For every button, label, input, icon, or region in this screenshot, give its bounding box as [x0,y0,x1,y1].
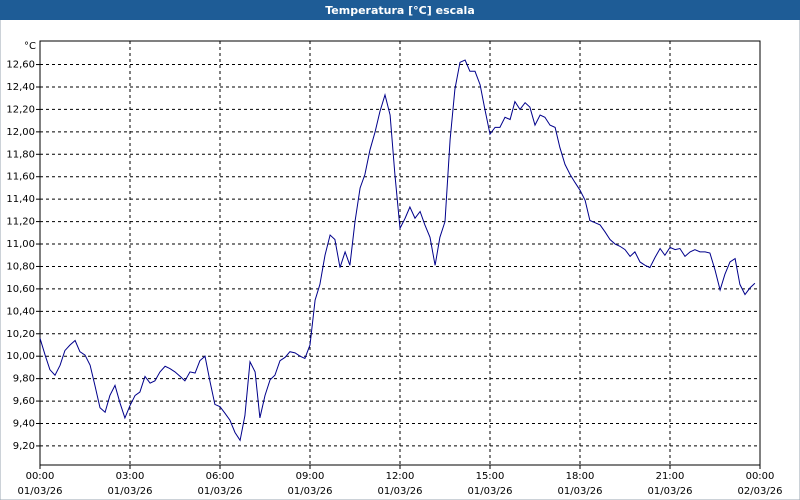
x-tick-label: 06:00 01/03/26 [198,471,243,497]
y-tick-label: 9,20 [13,441,35,452]
y-tick-label: 11,00 [6,239,35,250]
y-tick-label: 12,00 [6,127,35,138]
x-tick-label: 12:00 01/03/26 [378,471,423,497]
x-tick-label: 00:00 02/03/26 [738,471,783,497]
x-tick-label: 18:00 01/03/26 [558,471,603,497]
y-tick-label: 10,40 [6,306,35,317]
y-tick-label: 10,80 [6,261,35,272]
y-tick-label: 10,00 [6,351,35,362]
x-tick-label: 15:00 01/03/26 [468,471,513,497]
y-tick-label: 9,40 [13,418,35,429]
x-tick-label: 21:00 01/03/26 [648,471,693,497]
y-tick-label: 12,40 [6,82,35,93]
x-tick-label: 03:00 01/03/26 [108,471,153,497]
title-bar [0,0,800,20]
y-tick-label: 11,60 [6,172,35,183]
y-tick-label: 11,80 [6,149,35,160]
chart-title: Temperatura [°C] escala [325,4,475,17]
y-tick-label: 11,20 [6,217,35,228]
y-tick-label: 9,80 [13,374,35,385]
y-tick-label: 11,40 [6,194,35,205]
x-tick-label: 09:00 01/03/26 [288,471,333,497]
y-tick-label: 12,60 [6,60,35,71]
y-tick-label: 12,20 [6,104,35,115]
y-tick-label: 9,60 [13,396,35,407]
y-tick-label: 10,60 [6,284,35,295]
x-tick-label: 00:00 01/03/26 [18,471,63,497]
data-line [39,59,756,442]
y-tick-label: 10,20 [6,329,35,340]
y-unit: °C [24,41,36,52]
